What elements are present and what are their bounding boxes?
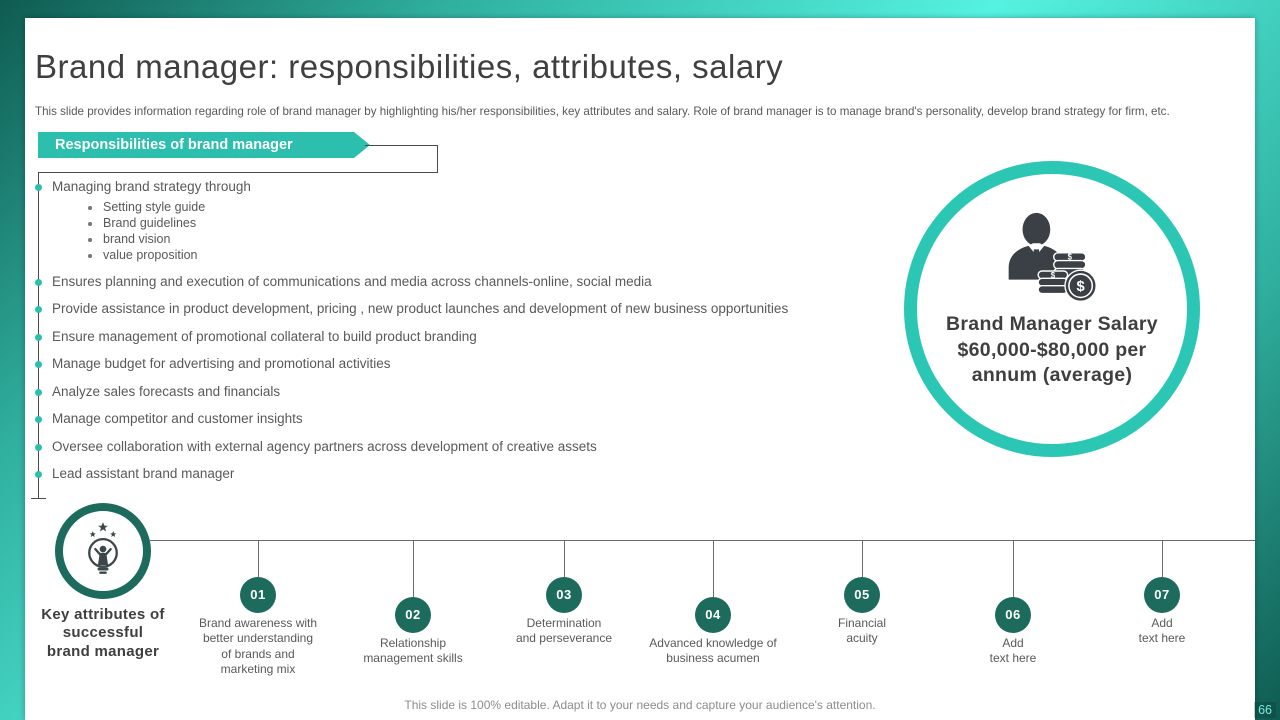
bracket-connector-top [365, 145, 438, 172]
attribute-label: Brand awareness with better understanding… [198, 616, 318, 677]
responsibility-item: Managing brand strategy through Setting s… [34, 178, 918, 263]
svg-text:$: $ [1077, 279, 1085, 295]
responsibility-item: Manage competitor and customer insights [34, 410, 918, 428]
responsibility-text: Ensures planning and execution of commun… [52, 273, 652, 289]
attribute-number-badge: 05 [844, 577, 880, 613]
bracket-connector-horizontal [38, 172, 438, 173]
responsibility-item: Oversee collaboration with external agen… [34, 438, 918, 456]
responsibility-text: Lead assistant brand manager [52, 466, 235, 481]
salary-badge: $ $ $ Brand Manager Salary $60,000-$80,00… [904, 161, 1200, 457]
attribute-item-07: 07 Add text here [1092, 540, 1232, 647]
responsibilities-banner: Responsibilities of brand manager [38, 132, 370, 158]
responsibility-item: Ensure management of promotional collate… [34, 328, 918, 346]
responsibility-item: Lead assistant brand manager [34, 465, 918, 483]
businessman-coins-icon: $ $ $ [1008, 212, 1097, 303]
attribute-label: Determination and perseverance [515, 616, 613, 646]
attribute-item-03: 03 Determination and perseverance [494, 540, 634, 647]
responsibility-text: Manage budget for advertising and promot… [52, 356, 391, 371]
responsibility-sub-item: Setting style guide [86, 199, 918, 215]
page-title: Brand manager: responsibilities, attribu… [35, 48, 784, 85]
responsibility-text: Manage competitor and customer insights [52, 411, 303, 426]
attribute-stem [1161, 540, 1163, 577]
attribute-number-badge: 07 [1144, 577, 1180, 613]
salary-text: Brand Manager Salary $60,000-$80,000 per a… [946, 313, 1158, 387]
responsibility-item: Analyze sales forecasts and financials [34, 383, 918, 401]
attribute-item-05: 05 Financial acuity [792, 540, 932, 647]
attribute-number-badge: 02 [395, 597, 431, 633]
timeline-axis [150, 540, 1255, 541]
responsibility-text: Ensure management of promotional collate… [52, 328, 477, 344]
responsibility-text: Managing brand strategy through [52, 179, 251, 194]
attribute-item-06: 06 Add text here [943, 540, 1083, 667]
attribute-stem [563, 540, 565, 577]
idea-lightbulb-icon [88, 522, 118, 574]
responsibility-sub-item: Brand guidelines [86, 215, 918, 231]
responsibility-text: Analyze sales forecasts and financials [52, 383, 281, 399]
attribute-number-badge: 01 [240, 577, 276, 613]
slide-content-area: Brand manager: responsibilities, attribu… [25, 18, 1255, 720]
svg-text:$: $ [1051, 271, 1056, 280]
footer-note: This slide is 100% editable. Adapt it to… [404, 698, 876, 712]
bullet-connector-end-tick [31, 498, 46, 499]
responsibility-sub-list: Setting style guide Brand guidelines brand… [86, 199, 918, 263]
responsibilities-list: Managing brand strategy through Setting s… [34, 178, 918, 493]
attribute-item-01: 01 Brand awareness with better understandi… [188, 540, 328, 677]
attribute-number-badge: 06 [995, 597, 1031, 633]
attribute-label: Relationship management skills [363, 636, 463, 666]
attribute-number-badge: 04 [695, 597, 731, 633]
attribute-label: Financial acuity [837, 616, 887, 646]
attribute-item-04: 04 Advanced knowledge of business acumen [643, 540, 783, 667]
attribute-stem [712, 540, 714, 597]
attribute-stem [257, 540, 259, 577]
attribute-stem [412, 540, 414, 597]
responsibility-sub-item: brand vision [86, 231, 918, 247]
responsibility-text: Oversee collaboration with external agen… [52, 438, 597, 454]
attribute-label: Advanced knowledge of business acumen [649, 636, 777, 666]
key-attributes-heading: Key attributes of successful brand manager [41, 606, 165, 660]
attribute-stem [1012, 540, 1014, 597]
attribute-stem [861, 540, 863, 577]
svg-text:$: $ [1068, 253, 1073, 262]
page-number: 66 [1254, 702, 1276, 718]
attribute-label: Add text here [1138, 616, 1186, 646]
responsibility-item: Manage budget for advertising and promot… [34, 355, 918, 373]
responsibility-sub-item: value proposition [86, 247, 918, 263]
attribute-label: Add text here [989, 636, 1037, 666]
responsibility-item: Ensures planning and execution of commun… [34, 273, 918, 291]
responsibility-text: Provide assistance in product developmen… [52, 301, 789, 316]
attribute-number-badge: 03 [546, 577, 582, 613]
responsibility-item: Provide assistance in product developmen… [34, 300, 918, 318]
key-attributes-badge [55, 503, 151, 599]
page-subtitle: This slide provides information regardin… [35, 105, 1170, 118]
attribute-item-02: 02 Relationship management skills [343, 540, 483, 667]
